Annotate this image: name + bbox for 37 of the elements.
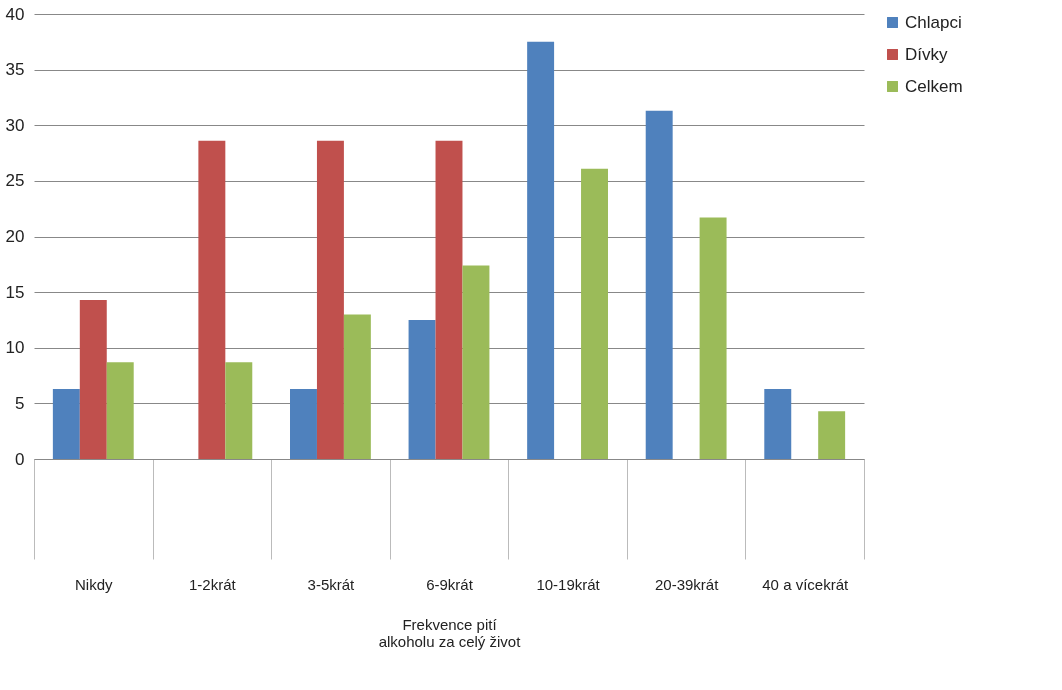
bar: [581, 168, 608, 459]
bar: [764, 388, 792, 459]
bar: [343, 314, 371, 459]
bar: [408, 319, 436, 459]
bar: [527, 41, 555, 459]
x-axis-title: Frekvence pití alkoholu za celý život: [378, 615, 522, 650]
bar: [198, 140, 226, 459]
y-tick-label: 0: [15, 449, 25, 469]
legend-label: Dívky: [905, 44, 948, 64]
x-tick-label: 10-19krát: [536, 575, 601, 593]
y-tick-label: 15: [5, 282, 25, 302]
legend-label: Chlapci: [905, 12, 962, 32]
x-tick-label: 1-2krát: [189, 575, 237, 593]
x-tick-label: 6-9krát: [426, 575, 474, 593]
y-tick-label: 20: [5, 227, 25, 246]
x-tick-label: 40 a vícekrát: [762, 575, 849, 593]
x-tick-label: Nikdy: [75, 575, 114, 593]
x-tick-label: 20-39krát: [654, 575, 720, 593]
y-tick-label: 40: [5, 4, 25, 24]
x-tick-label: 3-5krát: [307, 575, 356, 593]
bar: [435, 140, 463, 459]
bar: [818, 411, 846, 459]
bar: [645, 110, 673, 459]
bar: [462, 265, 490, 459]
legend-label: Celkem: [905, 76, 963, 96]
bar: [699, 217, 727, 459]
bar: [106, 362, 134, 459]
y-tick-label: 25: [5, 171, 25, 191]
bar: [52, 388, 80, 459]
bar: [290, 388, 317, 459]
bar: [79, 299, 107, 459]
bar: [316, 140, 344, 459]
y-tick-label: 30: [5, 115, 25, 135]
y-tick-label: 35: [5, 60, 25, 80]
y-tick-label: 5: [15, 393, 25, 413]
bar: [225, 362, 253, 459]
y-tick-label: 10: [5, 338, 25, 358]
